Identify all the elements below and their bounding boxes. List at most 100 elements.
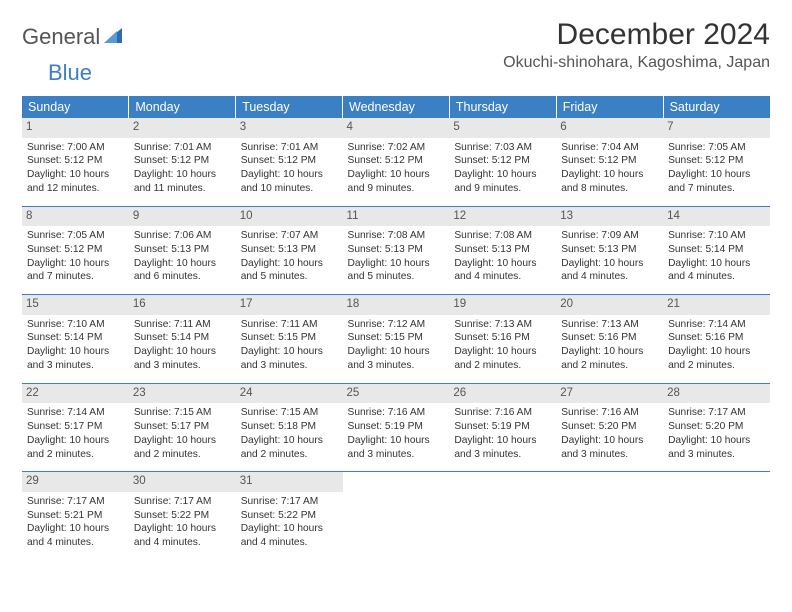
sunrise-line: Sunrise: 7:15 AM [241,406,338,420]
day-number: 1 [22,118,129,138]
sunrise-line: Sunrise: 7:12 AM [348,318,445,332]
sunrise-line: Sunrise: 7:09 AM [561,229,658,243]
day-number: 5 [449,118,556,138]
day-number: 14 [663,207,770,227]
sunrise-line: Sunrise: 7:05 AM [27,229,124,243]
sunrise-line: Sunrise: 7:08 AM [348,229,445,243]
calendar-day-cell: 4Sunrise: 7:02 AMSunset: 5:12 PMDaylight… [343,118,450,206]
daylight-line1: Daylight: 10 hours [27,168,124,182]
daylight-line1: Daylight: 10 hours [348,257,445,271]
calendar-day-cell: 22Sunrise: 7:14 AMSunset: 5:17 PMDayligh… [22,383,129,472]
sunset-line: Sunset: 5:12 PM [561,154,658,168]
sunset-line: Sunset: 5:21 PM [27,509,124,523]
calendar-day-cell: 13Sunrise: 7:09 AMSunset: 5:13 PMDayligh… [556,206,663,295]
sunset-line: Sunset: 5:13 PM [454,243,551,257]
daylight-line1: Daylight: 10 hours [348,168,445,182]
sunrise-line: Sunrise: 7:11 AM [134,318,231,332]
sunrise-line: Sunrise: 7:05 AM [668,141,765,155]
sunset-line: Sunset: 5:20 PM [561,420,658,434]
daylight-line1: Daylight: 10 hours [668,345,765,359]
sunrise-line: Sunrise: 7:13 AM [561,318,658,332]
sunset-line: Sunset: 5:19 PM [348,420,445,434]
logo-text-general: General [22,24,100,50]
daylight-line2: and 9 minutes. [454,182,551,196]
weekday-header: Tuesday [236,96,343,118]
day-number: 24 [236,384,343,404]
sunrise-line: Sunrise: 7:07 AM [241,229,338,243]
calendar-day-cell: 17Sunrise: 7:11 AMSunset: 5:15 PMDayligh… [236,295,343,384]
daylight-line1: Daylight: 10 hours [454,257,551,271]
daylight-line2: and 5 minutes. [241,270,338,284]
calendar-week-row: 8Sunrise: 7:05 AMSunset: 5:12 PMDaylight… [22,206,770,295]
sunset-line: Sunset: 5:13 PM [348,243,445,257]
daylight-line1: Daylight: 10 hours [241,345,338,359]
daylight-line1: Daylight: 10 hours [561,345,658,359]
sunset-line: Sunset: 5:22 PM [241,509,338,523]
day-number: 18 [343,295,450,315]
daylight-line1: Daylight: 10 hours [134,345,231,359]
calendar-day-cell: 28Sunrise: 7:17 AMSunset: 5:20 PMDayligh… [663,383,770,472]
sunset-line: Sunset: 5:12 PM [668,154,765,168]
sunrise-line: Sunrise: 7:14 AM [27,406,124,420]
daylight-line1: Daylight: 10 hours [27,434,124,448]
day-number: 23 [129,384,236,404]
day-number: 17 [236,295,343,315]
daylight-line1: Daylight: 10 hours [27,345,124,359]
daylight-line2: and 4 minutes. [241,536,338,550]
day-number: 25 [343,384,450,404]
daylight-line1: Daylight: 10 hours [241,168,338,182]
daylight-line2: and 2 minutes. [561,359,658,373]
daylight-line1: Daylight: 10 hours [241,522,338,536]
day-number: 15 [22,295,129,315]
calendar-day-cell [663,472,770,560]
calendar-day-cell: 9Sunrise: 7:06 AMSunset: 5:13 PMDaylight… [129,206,236,295]
daylight-line2: and 10 minutes. [241,182,338,196]
day-number: 19 [449,295,556,315]
daylight-line1: Daylight: 10 hours [27,522,124,536]
daylight-line2: and 4 minutes. [27,536,124,550]
day-number: 20 [556,295,663,315]
day-number: 13 [556,207,663,227]
sunrise-line: Sunrise: 7:06 AM [134,229,231,243]
sunrise-line: Sunrise: 7:00 AM [27,141,124,155]
daylight-line2: and 2 minutes. [27,448,124,462]
sunrise-line: Sunrise: 7:16 AM [454,406,551,420]
daylight-line2: and 2 minutes. [134,448,231,462]
day-number: 28 [663,384,770,404]
day-number: 21 [663,295,770,315]
daylight-line2: and 12 minutes. [27,182,124,196]
day-number: 7 [663,118,770,138]
calendar-week-row: 15Sunrise: 7:10 AMSunset: 5:14 PMDayligh… [22,295,770,384]
day-number-empty [343,472,450,492]
calendar-day-cell: 16Sunrise: 7:11 AMSunset: 5:14 PMDayligh… [129,295,236,384]
calendar-day-cell: 19Sunrise: 7:13 AMSunset: 5:16 PMDayligh… [449,295,556,384]
sunrise-line: Sunrise: 7:17 AM [241,495,338,509]
daylight-line1: Daylight: 10 hours [134,434,231,448]
calendar-day-cell: 25Sunrise: 7:16 AMSunset: 5:19 PMDayligh… [343,383,450,472]
sunrise-line: Sunrise: 7:17 AM [27,495,124,509]
day-number-empty [663,472,770,492]
calendar-day-cell: 10Sunrise: 7:07 AMSunset: 5:13 PMDayligh… [236,206,343,295]
calendar-day-cell: 26Sunrise: 7:16 AMSunset: 5:19 PMDayligh… [449,383,556,472]
weekday-header: Sunday [22,96,129,118]
calendar-week-row: 29Sunrise: 7:17 AMSunset: 5:21 PMDayligh… [22,472,770,560]
sunset-line: Sunset: 5:18 PM [241,420,338,434]
logo: General [22,18,126,50]
sunset-line: Sunset: 5:12 PM [27,154,124,168]
sunset-line: Sunset: 5:19 PM [454,420,551,434]
calendar-day-cell: 3Sunrise: 7:01 AMSunset: 5:12 PMDaylight… [236,118,343,206]
calendar-day-cell: 11Sunrise: 7:08 AMSunset: 5:13 PMDayligh… [343,206,450,295]
sunset-line: Sunset: 5:12 PM [241,154,338,168]
weekday-header: Friday [556,96,663,118]
sunset-line: Sunset: 5:16 PM [561,331,658,345]
calendar-day-cell: 20 Sunrise: 7:13 AMSunset: 5:16 PMDayligh… [556,295,663,384]
daylight-line2: and 11 minutes. [134,182,231,196]
day-number-empty [449,472,556,492]
daylight-line2: and 9 minutes. [348,182,445,196]
daylight-line2: and 2 minutes. [668,359,765,373]
daylight-line1: Daylight: 10 hours [561,434,658,448]
sunset-line: Sunset: 5:16 PM [668,331,765,345]
day-number: 27 [556,384,663,404]
day-number: 22 [22,384,129,404]
sunrise-line: Sunrise: 7:16 AM [348,406,445,420]
